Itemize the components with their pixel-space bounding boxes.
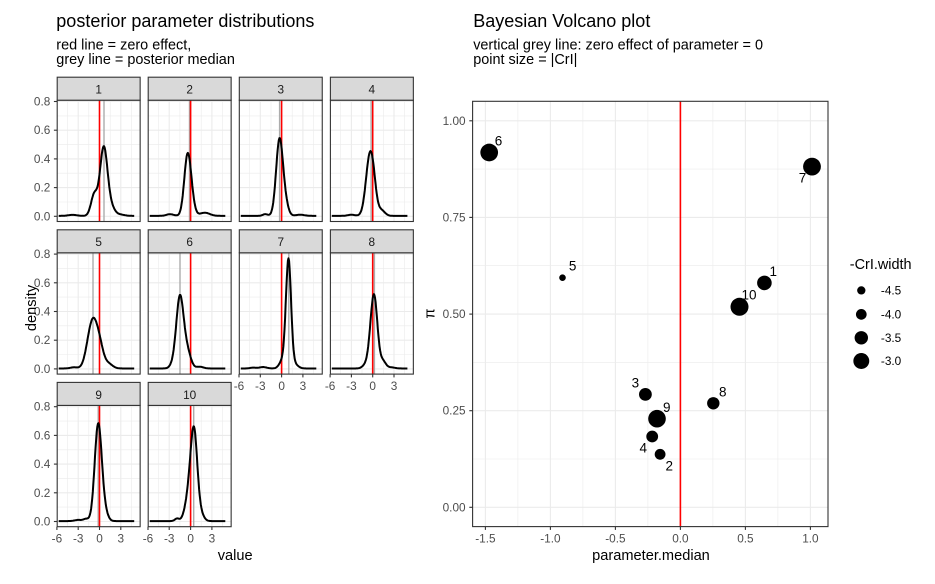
svg-text:point size = |CrI|: point size = |CrI| [473,52,577,68]
svg-text:0.25: 0.25 [443,404,466,418]
svg-text:10: 10 [741,288,756,303]
svg-text:-3: -3 [73,532,84,546]
svg-text:0.6: 0.6 [34,428,51,442]
svg-text:0: 0 [369,379,376,393]
svg-text:0.0: 0.0 [34,362,51,376]
svg-text:0: 0 [96,532,103,546]
svg-text:8: 8 [719,385,727,400]
svg-text:0.6: 0.6 [34,276,51,290]
svg-text:6: 6 [186,235,193,249]
svg-text:-6: -6 [234,379,245,393]
svg-text:3: 3 [209,532,216,546]
svg-text:1: 1 [770,264,778,279]
svg-text:-4.5: -4.5 [881,283,902,297]
svg-text:10: 10 [183,388,197,402]
svg-text:7: 7 [799,171,807,186]
svg-text:6: 6 [495,133,503,148]
svg-text:5: 5 [95,235,102,249]
svg-text:-4.0: -4.0 [881,307,902,321]
svg-text:0.2: 0.2 [34,486,50,500]
svg-text:-3: -3 [346,379,357,393]
svg-text:0.50: 0.50 [443,307,466,321]
svg-text:0.4: 0.4 [34,152,51,166]
svg-text:-6: -6 [325,379,336,393]
svg-text:grey line = posterior median: grey line = posterior median [56,52,235,68]
svg-text:-3.5: -3.5 [881,331,902,345]
svg-text:5: 5 [569,258,577,273]
svg-text:-3: -3 [164,532,175,546]
svg-text:value: value [218,548,253,564]
svg-text:0.4: 0.4 [34,457,51,471]
svg-text:-1.5: -1.5 [475,531,496,545]
svg-text:0.75: 0.75 [443,210,466,224]
svg-text:red line = zero effect,: red line = zero effect, [56,38,191,54]
svg-text:posterior parameter distributi: posterior parameter distributions [56,11,314,31]
svg-text:Bayesian Volcano plot: Bayesian Volcano plot [473,11,650,31]
svg-text:0.5: 0.5 [737,531,754,545]
svg-text:0.0: 0.0 [672,531,689,545]
svg-text:density: density [24,284,40,331]
svg-text:-0.5: -0.5 [605,531,626,545]
svg-text:3: 3 [300,379,307,393]
svg-text:0.0: 0.0 [34,515,51,529]
svg-text:0.2: 0.2 [34,181,50,195]
svg-text:3: 3 [632,376,640,391]
svg-text:0: 0 [278,379,285,393]
svg-text:0: 0 [187,532,194,546]
svg-text:4: 4 [369,83,376,97]
svg-text:0.8: 0.8 [34,247,51,261]
svg-text:7: 7 [278,235,285,249]
svg-text:3: 3 [278,83,285,97]
svg-text:3: 3 [391,379,398,393]
svg-text:π: π [423,308,439,318]
svg-text:0.6: 0.6 [34,123,51,137]
svg-text:9: 9 [95,388,102,402]
svg-text:2: 2 [665,459,673,474]
svg-text:-CrI.width: -CrI.width [850,257,912,273]
svg-text:-6: -6 [52,532,63,546]
svg-text:4: 4 [640,441,648,456]
svg-text:9: 9 [663,400,671,415]
svg-text:1: 1 [95,83,102,97]
svg-text:3: 3 [118,532,125,546]
svg-text:parameter.median: parameter.median [592,548,710,564]
svg-text:0.0: 0.0 [34,209,51,223]
svg-text:vertical grey line: zero effec: vertical grey line: zero effect of param… [473,38,763,54]
svg-text:0.2: 0.2 [34,333,50,347]
svg-text:-6: -6 [143,532,154,546]
svg-text:0.00: 0.00 [443,500,466,514]
svg-text:1.0: 1.0 [802,531,819,545]
svg-text:0.4: 0.4 [34,305,51,319]
svg-text:2: 2 [186,83,193,97]
svg-text:-3.0: -3.0 [881,354,902,368]
svg-text:1.00: 1.00 [443,114,466,128]
svg-text:-1.0: -1.0 [540,531,561,545]
svg-text:-3: -3 [255,379,266,393]
svg-text:0.8: 0.8 [34,400,51,414]
svg-text:8: 8 [369,235,376,249]
svg-text:0.8: 0.8 [34,95,51,109]
